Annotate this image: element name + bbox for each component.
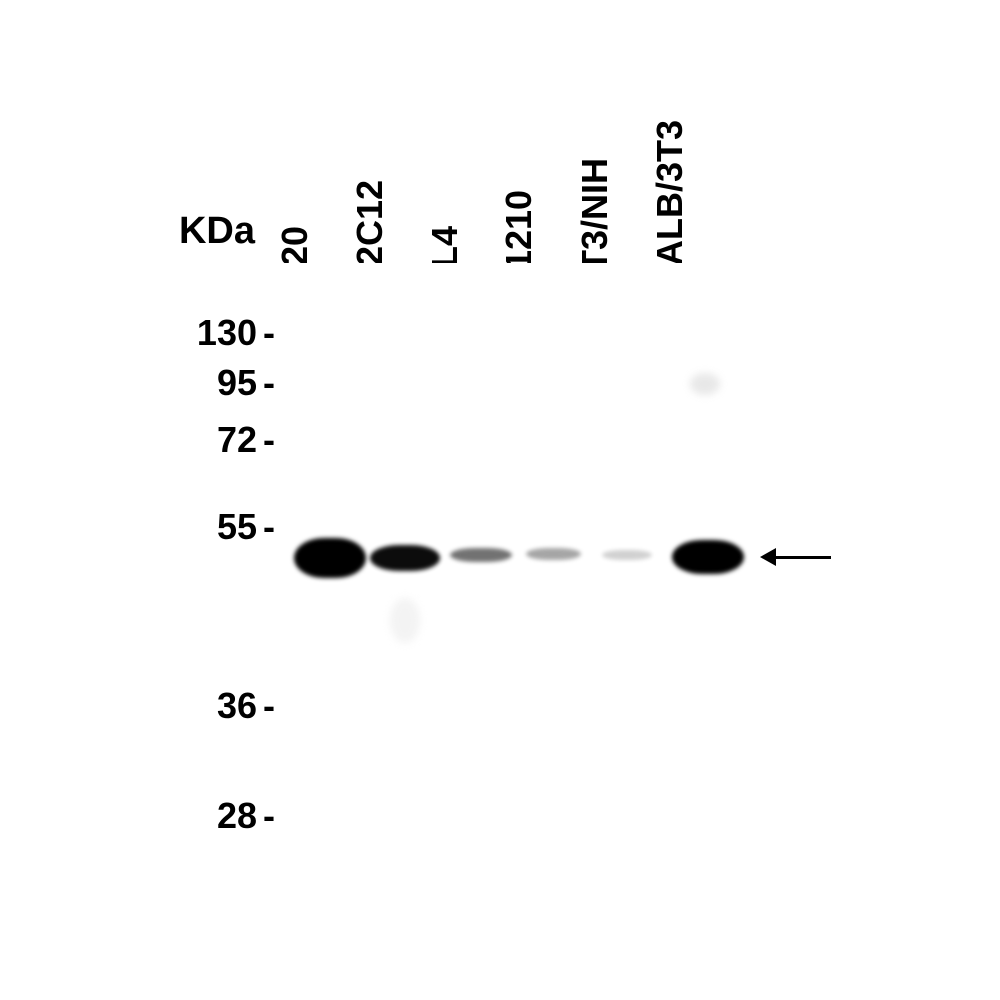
marker-label: 36 (217, 685, 257, 727)
band-el4 (450, 548, 512, 562)
marker-label: 130 (197, 312, 257, 354)
marker-95: 95- (217, 362, 275, 404)
figure-container: KDa 130- 95- 72- 55- 36- 28- A20 C2C12 E… (0, 0, 1000, 1000)
marker-72: 72- (217, 419, 275, 461)
kda-header: KDa (179, 210, 255, 253)
marker-36: 36- (217, 685, 275, 727)
marker-dash: - (263, 362, 275, 404)
marker-dash: - (263, 506, 275, 548)
marker-55: 55- (217, 506, 275, 548)
marker-dash: - (263, 312, 275, 354)
marker-dash: - (263, 795, 275, 837)
smear-c2c12 (390, 598, 420, 643)
marker-label: 95 (217, 362, 257, 404)
marker-dash: - (263, 419, 275, 461)
band-l1210 (526, 548, 581, 560)
band-balb3t3 (672, 540, 744, 574)
faint-spot (690, 373, 720, 395)
marker-label: 28 (217, 795, 257, 837)
marker-28: 28- (217, 795, 275, 837)
band-a20 (294, 538, 366, 578)
marker-dash: - (263, 685, 275, 727)
arrow-shaft (776, 556, 831, 559)
band-3t3nih (602, 550, 652, 560)
band-c2c12 (370, 545, 440, 571)
blot-membrane (280, 263, 750, 863)
band-arrow (760, 548, 831, 566)
marker-label: 55 (217, 506, 257, 548)
marker-130: 130- (197, 312, 275, 354)
arrow-head-icon (760, 548, 776, 566)
marker-label: 72 (217, 419, 257, 461)
